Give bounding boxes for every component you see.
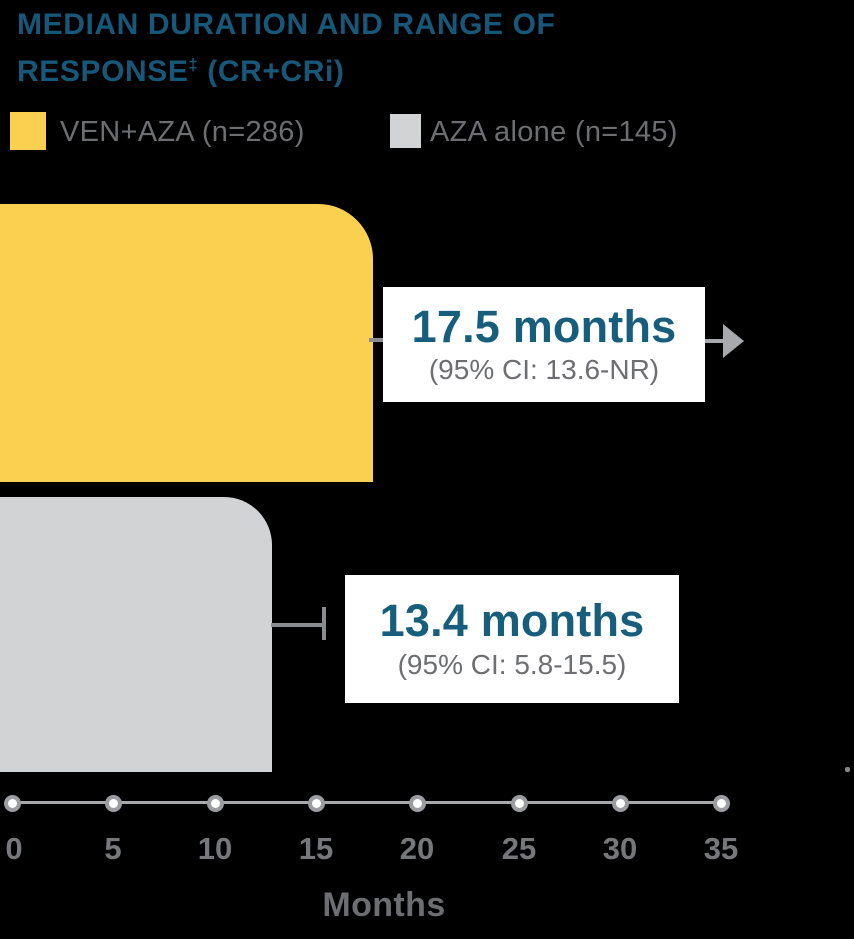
axis-tick-dot [409, 795, 426, 812]
axis-tick-dot [105, 795, 122, 812]
legend-label-aza-alone: AZA alone (n=145) [430, 116, 678, 148]
bar-ven-aza [0, 204, 373, 482]
connector-line-ven-aza [369, 338, 384, 342]
annotation-box-ven-aza: 17.5 months (95% CI: 13.6-NR) [383, 287, 705, 402]
arrow-right-icon [723, 324, 744, 358]
legend-swatch-ven-aza-icon [10, 112, 46, 150]
axis-tick-label: 35 [703, 831, 739, 866]
bar-aza-alone [0, 497, 272, 772]
stray-dot [845, 767, 850, 772]
axis-tick-label: 0 [5, 831, 23, 866]
chart-title-line1: MEDIAN DURATION AND RANGE OF [17, 8, 556, 41]
axis-tick-label: 20 [399, 831, 435, 866]
axis-tick-dot [713, 795, 730, 812]
annotation-box-aza-alone: 13.4 months (95% CI: 5.8-15.5) [345, 575, 679, 703]
axis-tick-dot [207, 795, 224, 812]
median-value-aza-alone: 13.4 months [379, 595, 645, 647]
axis-tick-dot [612, 795, 629, 812]
axis-tick-dot [511, 795, 528, 812]
footnote-marker: ‡ [188, 56, 199, 74]
chart-title: MEDIAN DURATION AND RANGE OF RESPONSE‡ (… [17, 4, 777, 92]
axis-tick-label: 15 [298, 831, 334, 866]
nr-arrow-shaft [705, 339, 725, 343]
ci-range-aza-alone: (95% CI: 5.8-15.5) [397, 648, 627, 680]
connector-line-aza-alone [271, 623, 325, 627]
axis-tick-dot [4, 795, 21, 812]
connector-end-cap-aza-alone [322, 607, 326, 640]
x-axis-title: Months [322, 886, 446, 924]
legend-swatch-aza-alone-icon [390, 114, 421, 148]
legend-label-ven-aza: VEN+AZA (n=286) [60, 116, 305, 148]
axis-tick-label: 30 [602, 831, 638, 866]
axis-tick-label: 25 [501, 831, 537, 866]
chart-title-line2: RESPONSE‡ (CR+CRi) [17, 55, 345, 88]
axis-tick-dot [308, 795, 325, 812]
ci-range-ven-aza: (95% CI: 13.6-NR) [428, 354, 660, 386]
axis-tick-label: 5 [104, 831, 122, 866]
x-axis-line [12, 801, 723, 804]
median-value-ven-aza: 17.5 months [411, 300, 677, 352]
axis-tick-label: 10 [197, 831, 233, 866]
